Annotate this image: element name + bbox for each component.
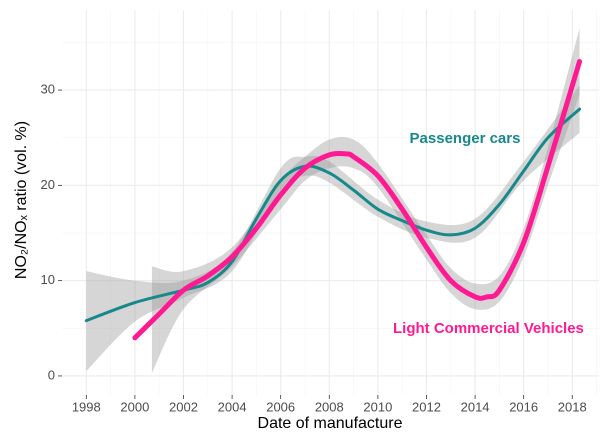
x-tick-label: 2002: [169, 399, 198, 414]
x-tick-label: 2008: [315, 399, 344, 414]
x-tick-label: 1998: [72, 399, 101, 414]
x-tick-label: 2006: [266, 399, 295, 414]
series-line: [84, 107, 582, 323]
series-line: [132, 58, 583, 341]
x-axis-title: Date of manufacture: [258, 415, 403, 432]
x-tick-label: 2010: [363, 399, 392, 414]
y-tick-label: 10: [41, 272, 55, 287]
x-tick-label: 2014: [461, 399, 490, 414]
y-axis-title: NO₂/NOₓ ratio (vol. %): [13, 121, 30, 279]
x-tick-label: 2016: [509, 399, 538, 414]
y-tick-label: 0: [48, 367, 55, 382]
annotation: Light Commercial Vehicles: [393, 320, 584, 337]
confidence-band: [151, 28, 580, 374]
annotation: Passenger cars: [410, 130, 521, 147]
x-tick-label: 2000: [120, 399, 149, 414]
x-tick-label: 2018: [558, 399, 587, 414]
confidence-band: [86, 85, 580, 372]
x-tick-label: 2004: [218, 399, 247, 414]
y-tick-label: 30: [41, 81, 55, 96]
x-tick-label: 2012: [412, 399, 441, 414]
y-tick-label: 20: [41, 177, 55, 192]
